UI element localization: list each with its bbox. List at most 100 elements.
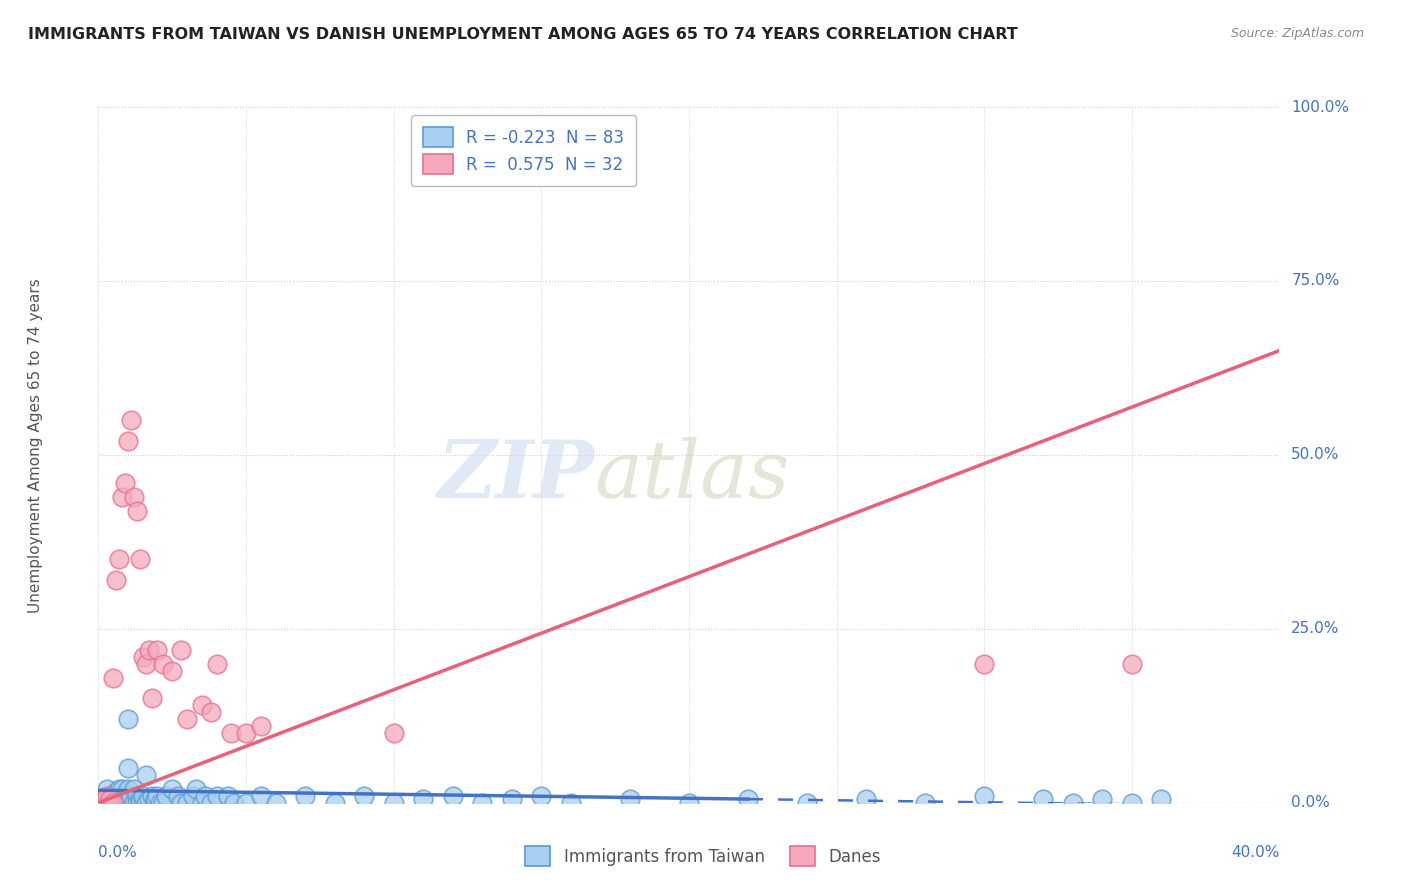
Text: 0.0%: 0.0%	[1291, 796, 1330, 810]
Point	[122, 796, 145, 810]
Point	[146, 642, 169, 657]
Point	[98, 792, 121, 806]
Point	[205, 657, 228, 671]
Text: 50.0%: 50.0%	[1291, 448, 1340, 462]
Point	[170, 642, 193, 657]
Point	[125, 503, 148, 517]
Point	[122, 781, 145, 796]
Point	[152, 796, 174, 810]
Point	[471, 796, 494, 810]
Point	[141, 691, 163, 706]
Text: 0.0%: 0.0%	[98, 845, 138, 860]
Point	[111, 792, 134, 806]
Point	[96, 781, 118, 796]
Point	[103, 792, 125, 806]
Text: Unemployment Among Ages 65 to 74 years: Unemployment Among Ages 65 to 74 years	[28, 278, 42, 614]
Point	[162, 664, 183, 678]
Point	[235, 796, 257, 810]
Point	[111, 796, 134, 810]
Text: Source: ZipAtlas.com: Source: ZipAtlas.com	[1230, 27, 1364, 40]
Point	[294, 789, 316, 803]
Point	[117, 434, 139, 448]
Point	[219, 726, 242, 740]
Point	[108, 789, 131, 803]
Point	[117, 712, 139, 726]
Point	[1121, 657, 1143, 671]
Point	[176, 796, 198, 810]
Point	[98, 789, 121, 803]
Point	[103, 796, 125, 810]
Point	[128, 552, 150, 566]
Point	[105, 796, 128, 810]
Point	[181, 789, 204, 803]
Point	[111, 781, 134, 796]
Point	[135, 796, 157, 810]
Point	[93, 792, 115, 806]
Point	[412, 792, 434, 806]
Point	[132, 796, 155, 810]
Point	[224, 796, 246, 810]
Point	[146, 789, 169, 803]
Point	[382, 796, 405, 810]
Point	[200, 706, 222, 720]
Point	[191, 796, 214, 810]
Point	[93, 792, 115, 806]
Point	[235, 726, 257, 740]
Point	[619, 792, 641, 806]
Point	[120, 789, 142, 803]
Point	[194, 789, 217, 803]
Text: ZIP: ZIP	[437, 437, 595, 515]
Point	[143, 796, 166, 810]
Point	[353, 789, 375, 803]
Point	[855, 792, 877, 806]
Point	[96, 792, 118, 806]
Point	[200, 796, 222, 810]
Point	[737, 792, 759, 806]
Point	[973, 789, 995, 803]
Point	[323, 796, 346, 810]
Text: IMMIGRANTS FROM TAIWAN VS DANISH UNEMPLOYMENT AMONG AGES 65 TO 74 YEARS CORRELAT: IMMIGRANTS FROM TAIWAN VS DANISH UNEMPLO…	[28, 27, 1018, 42]
Point	[176, 712, 198, 726]
Text: 25.0%: 25.0%	[1291, 622, 1340, 636]
Point	[132, 649, 155, 664]
Point	[96, 789, 118, 803]
Point	[120, 413, 142, 427]
Point	[191, 698, 214, 713]
Point	[152, 657, 174, 671]
Point	[441, 789, 464, 803]
Point	[125, 796, 148, 810]
Point	[111, 490, 134, 504]
Point	[796, 796, 818, 810]
Point	[501, 792, 523, 806]
Point	[108, 552, 131, 566]
Point	[103, 789, 125, 803]
Point	[117, 781, 139, 796]
Point	[217, 789, 239, 803]
Point	[155, 789, 177, 803]
Point	[143, 792, 166, 806]
Point	[250, 719, 273, 733]
Point	[105, 785, 128, 799]
Point	[530, 789, 553, 803]
Point	[105, 792, 128, 806]
Point	[114, 789, 136, 803]
Text: 75.0%: 75.0%	[1291, 274, 1340, 288]
Point	[117, 789, 139, 803]
Point	[103, 796, 125, 810]
Point	[184, 781, 207, 796]
Point	[1032, 792, 1054, 806]
Point	[135, 657, 157, 671]
Point	[162, 781, 183, 796]
Point	[128, 796, 150, 810]
Point	[103, 671, 125, 685]
Point	[125, 789, 148, 803]
Point	[117, 796, 139, 810]
Text: 100.0%: 100.0%	[1291, 100, 1350, 114]
Legend: R = -0.223  N = 83, R =  0.575  N = 32: R = -0.223 N = 83, R = 0.575 N = 32	[412, 115, 636, 186]
Point	[117, 792, 139, 806]
Point	[914, 796, 936, 810]
Text: atlas: atlas	[595, 437, 790, 515]
Point	[108, 796, 131, 810]
Point	[205, 789, 228, 803]
Point	[108, 781, 131, 796]
